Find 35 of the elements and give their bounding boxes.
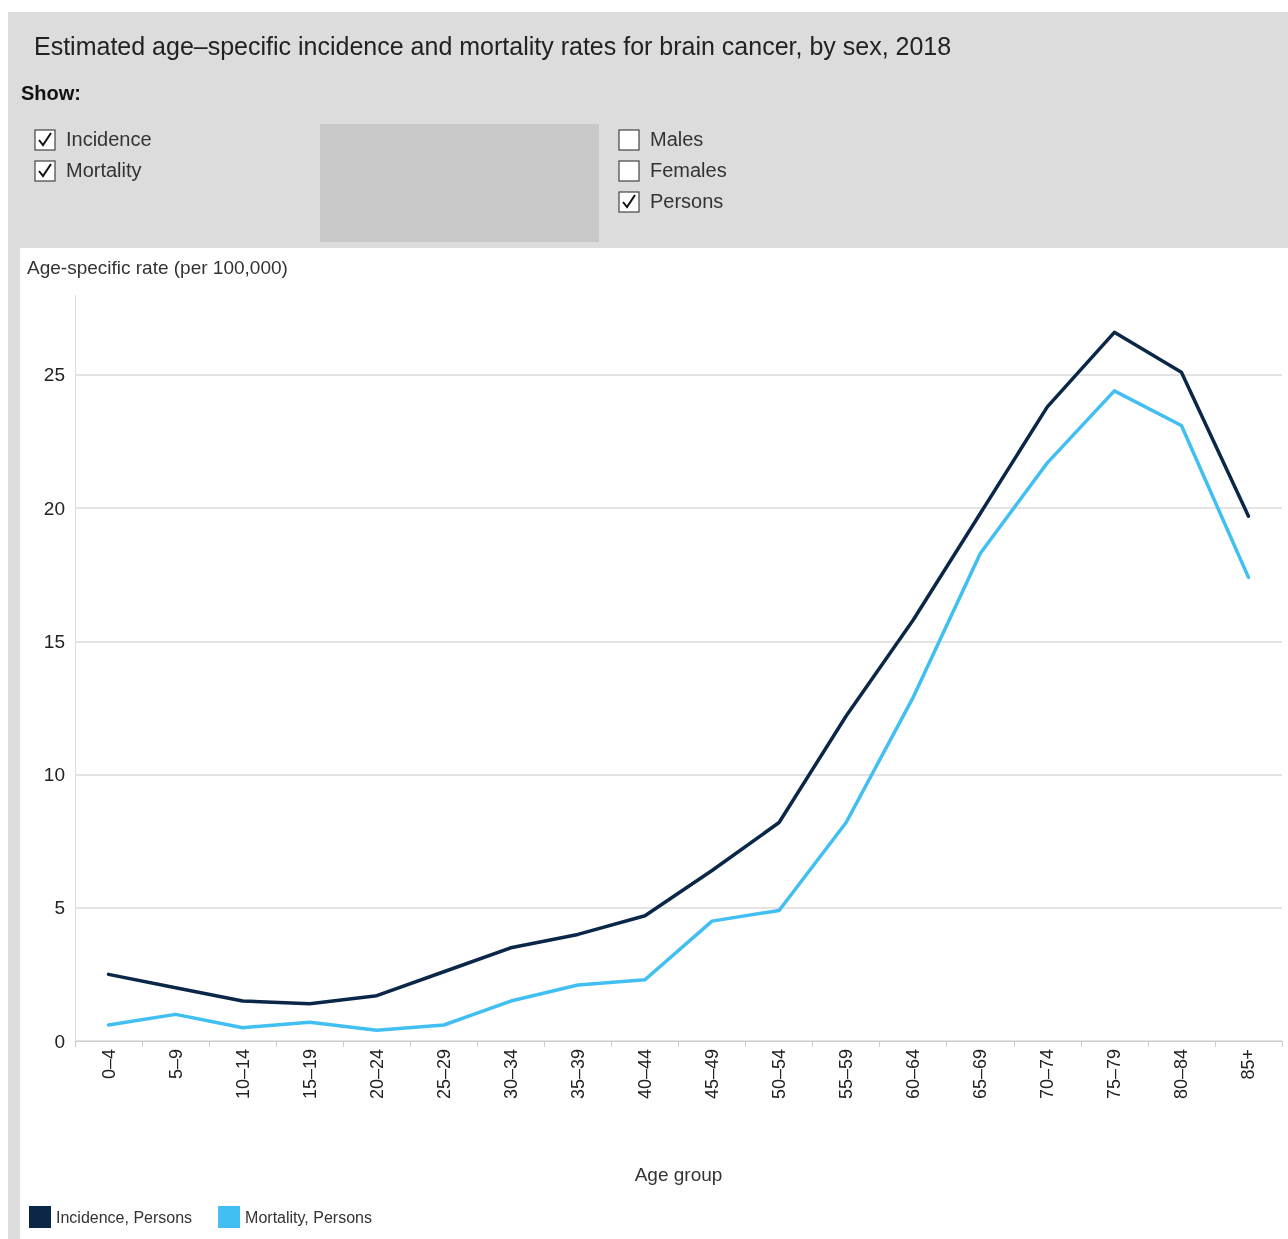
x-tick-label: 30–34 xyxy=(500,1049,521,1100)
x-tick-label: 20–24 xyxy=(366,1049,387,1100)
x-tick-label: 45–49 xyxy=(702,1049,723,1100)
x-tick-label: 35–39 xyxy=(567,1049,588,1100)
text: Persons xyxy=(650,190,724,213)
y-tick-label: 5 xyxy=(54,897,65,919)
x-tick-label: 5–9 xyxy=(165,1049,186,1080)
legend-label: Mortality, Persons xyxy=(245,1208,372,1226)
x-tick-label: 70–74 xyxy=(1037,1049,1058,1100)
x-tick-label: 0–4 xyxy=(98,1049,119,1080)
x-tick-label: 65–69 xyxy=(970,1049,991,1100)
y-tick-label: 20 xyxy=(43,497,65,519)
x-tick-label: 60–64 xyxy=(903,1049,924,1100)
y-axis-title: Age-specific rate (per 100,000) xyxy=(27,257,288,278)
x-tick-label: 10–14 xyxy=(232,1049,253,1100)
x-tick-label: 80–84 xyxy=(1171,1049,1192,1100)
x-tick-label: 55–59 xyxy=(836,1049,857,1100)
y-tick-label: 0 xyxy=(54,1030,65,1052)
legend-label: Incidence, Persons xyxy=(56,1208,193,1226)
y-tick-label: 10 xyxy=(43,764,65,786)
x-tick-label: 50–54 xyxy=(769,1049,790,1100)
y-tick-label: 15 xyxy=(43,630,65,652)
text: Mortality xyxy=(66,159,142,182)
chart-title: Estimated age–specific incidence and mortality rates for brain cancer, by sex, 2018 xyxy=(34,32,952,61)
x-tick-label: 85+ xyxy=(1238,1049,1259,1080)
x-tick-label: 25–29 xyxy=(433,1049,454,1100)
text: Females xyxy=(650,159,727,182)
text: Males xyxy=(650,128,704,151)
x-tick-label: 15–19 xyxy=(299,1049,320,1100)
x-tick-label: 75–79 xyxy=(1104,1049,1125,1100)
x-tick-label: 40–44 xyxy=(634,1049,655,1100)
x-axis-title: Age group xyxy=(634,1164,723,1185)
y-tick-label: 25 xyxy=(43,364,65,386)
text: Incidence xyxy=(66,128,152,151)
text: Show: xyxy=(21,82,81,105)
